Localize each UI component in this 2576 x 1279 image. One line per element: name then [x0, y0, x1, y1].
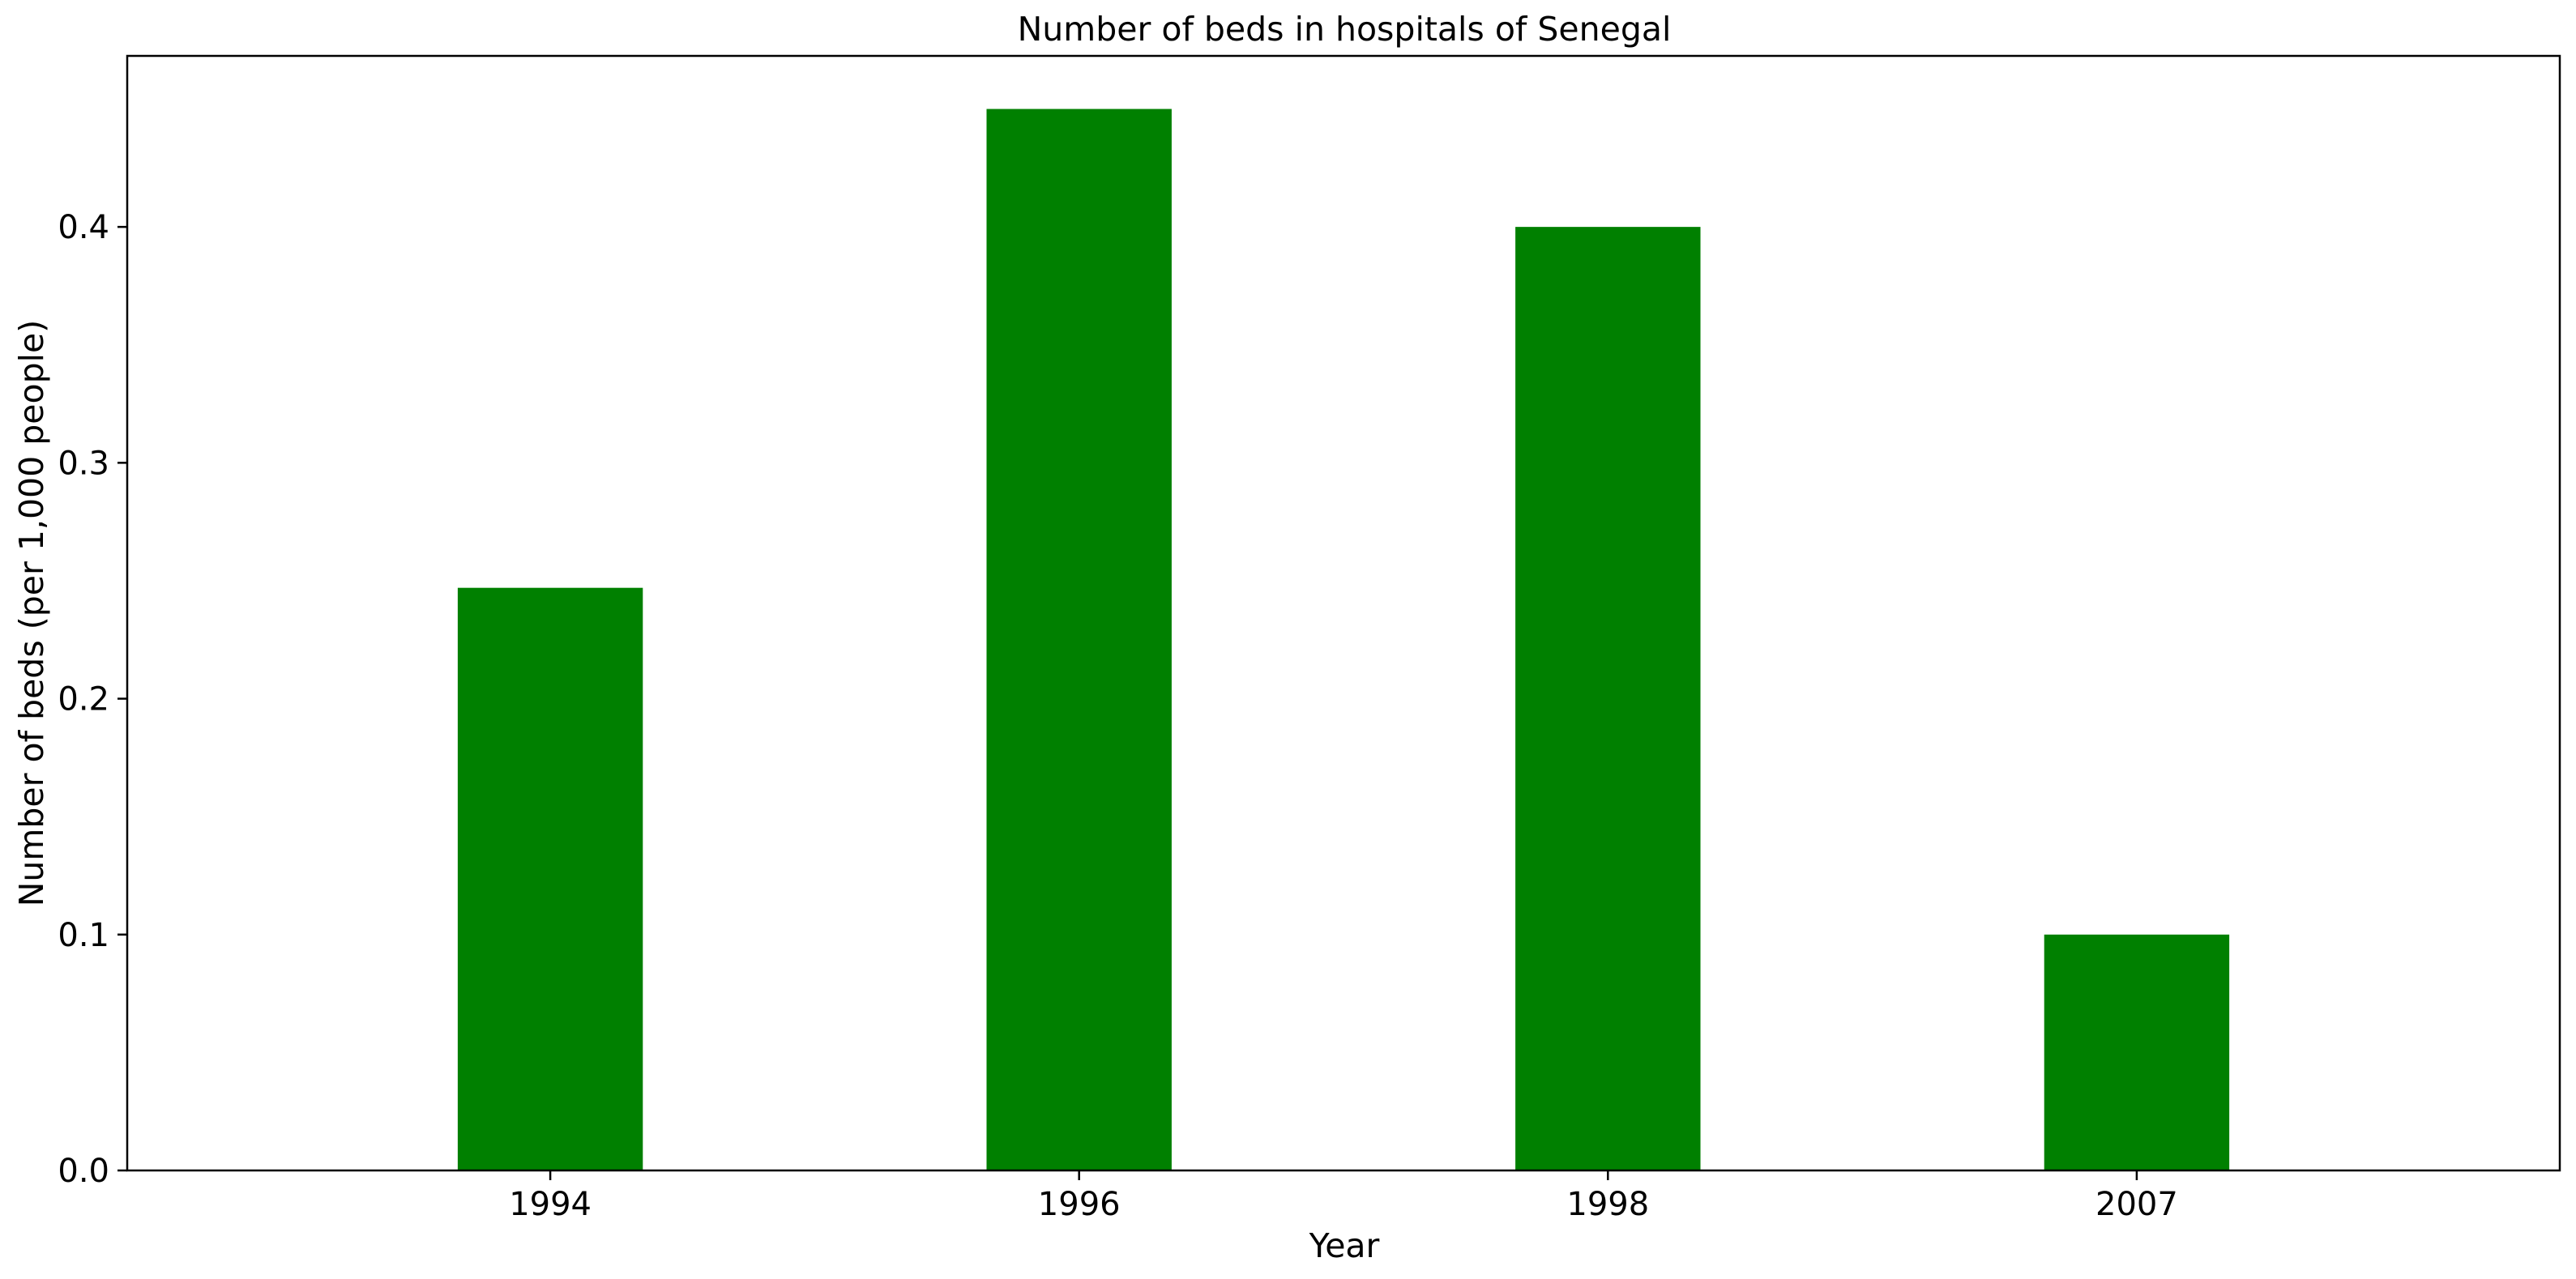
y-tick-label: 0.0	[58, 1153, 109, 1190]
y-axis-label: Number of beds (per 1,000 people)	[12, 320, 51, 906]
bar-1998	[1515, 227, 1701, 1170]
x-tick-label: 1994	[509, 1186, 592, 1223]
x-tick-label: 2007	[2095, 1186, 2178, 1223]
plot-frame	[126, 54, 2561, 1172]
x-tick-label: 1996	[1038, 1186, 1121, 1223]
x-axis-label: Year	[1309, 1226, 1380, 1265]
x-axis-ticks: 1994 1996 1998 2007	[509, 1170, 2178, 1223]
bar-1994	[457, 587, 643, 1170]
bar-1996	[986, 109, 1172, 1170]
bar-2007	[2044, 934, 2230, 1170]
y-tick-label: 0.4	[58, 209, 109, 246]
y-tick-label: 0.2	[58, 681, 109, 718]
y-tick-label: 0.1	[58, 917, 109, 954]
chart-title: Number of beds in hospitals of Senegal	[1018, 10, 1672, 49]
y-tick-label: 0.3	[58, 445, 109, 482]
y-axis-ticks: 0.0 0.1 0.2 0.3 0.4	[58, 209, 127, 1190]
bars-group	[457, 109, 2230, 1170]
x-tick-label: 1998	[1566, 1186, 1649, 1223]
